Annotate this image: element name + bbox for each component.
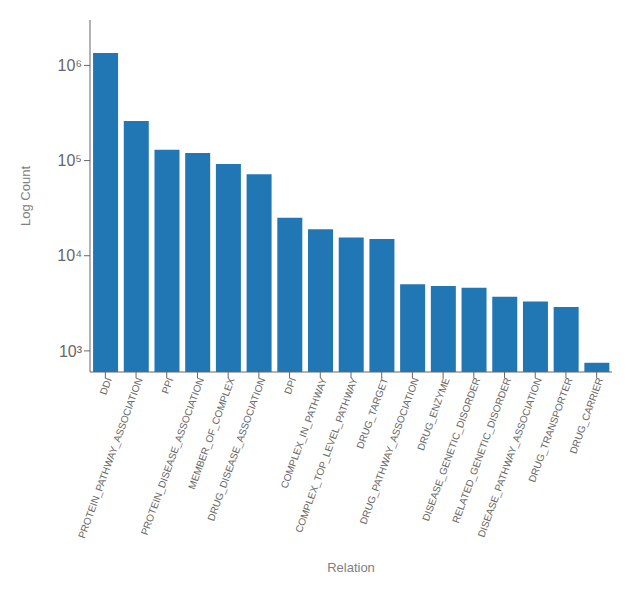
svg-text:Relation: Relation: [327, 560, 375, 575]
svg-text:10⁶: 10⁶: [58, 57, 82, 74]
svg-text:10³: 10³: [59, 343, 83, 360]
svg-text:MEMBER_OF_COMPLEX: MEMBER_OF_COMPLEX: [186, 376, 237, 491]
svg-text:RELATED_GENETIC_DISORDER: RELATED_GENETIC_DISORDER: [450, 376, 513, 524]
svg-text:DDI: DDI: [98, 376, 114, 396]
svg-text:Log Count: Log Count: [18, 166, 33, 226]
svg-text:DPI: DPI: [282, 376, 298, 395]
svg-text:DRUG_CARRIER: DRUG_CARRIER: [567, 376, 605, 455]
svg-text:DRUG_DISEASE_ASSOCIATION: DRUG_DISEASE_ASSOCIATION: [205, 376, 267, 522]
svg-text:DISEASE_GENETIC_DISORDER: DISEASE_GENETIC_DISORDER: [420, 376, 482, 522]
svg-text:10⁴: 10⁴: [57, 247, 82, 264]
svg-text:PROTEIN_DISEASE_ASSOCIATION: PROTEIN_DISEASE_ASSOCIATION: [139, 376, 206, 536]
svg-text:COMPLEX_TOP_LEVEL_PATHWAY: COMPLEX_TOP_LEVEL_PATHWAY: [293, 376, 360, 534]
svg-text:DRUG_TRANSPORTER: DRUG_TRANSPORTER: [526, 376, 574, 483]
svg-text:DISEASE_PATHWAY_ASSOCIATION: DISEASE_PATHWAY_ASSOCIATION: [475, 376, 544, 539]
svg-text:10⁵: 10⁵: [58, 152, 82, 169]
svg-text:COMPLEX_IN_PATHWAY: COMPLEX_IN_PATHWAY: [278, 376, 329, 490]
svg-text:DRUG_ENZYME: DRUG_ENZYME: [415, 376, 452, 452]
svg-text:DRUG_TARGET: DRUG_TARGET: [354, 376, 390, 450]
svg-text:PPI: PPI: [159, 376, 175, 395]
svg-text:PROTEIN_PATHWAY_ASSOCIATION: PROTEIN_PATHWAY_ASSOCIATION: [76, 376, 144, 540]
svg-text:DRUG_PATHWAY_ASSOCIATION: DRUG_PATHWAY_ASSOCIATION: [358, 376, 421, 525]
